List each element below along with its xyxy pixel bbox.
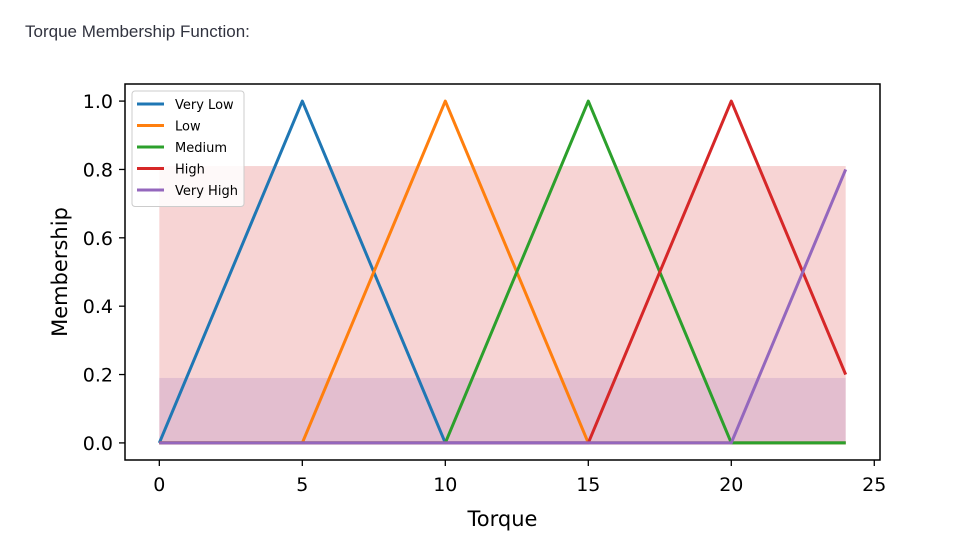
x-tick-label: 10 — [433, 474, 457, 496]
y-tick-label: 1.0 — [83, 91, 113, 113]
x-tick-label: 0 — [153, 474, 165, 496]
legend-box — [131, 90, 245, 207]
y-tick-label: 0.4 — [83, 296, 113, 318]
legend-label: High — [175, 163, 205, 178]
legend-label: Very Low — [175, 98, 234, 113]
chart-heading: Torque Membership Function: — [25, 22, 250, 41]
ticks-layer: 0 5 10 15 20 25 0.0 0.2 0.4 0.6 0.8 1.0 — [83, 91, 887, 496]
x-tick-label: 25 — [862, 474, 886, 496]
legend-label: Very High — [175, 184, 238, 199]
legend: Very Low Low Medium High Very High — [131, 90, 245, 207]
series-line-very-high — [159, 168, 848, 445]
y-tick-label: 0.6 — [83, 228, 113, 250]
series-layer — [157, 99, 848, 445]
y-tick-label: 0.2 — [83, 365, 113, 387]
legend-label: Medium — [175, 141, 227, 156]
fill-band-1 — [159, 377, 846, 443]
x-axis-label: Torque — [467, 507, 538, 531]
y-axis-label: Membership — [48, 207, 72, 337]
x-tick-label: 15 — [576, 474, 600, 496]
x-tick-label: 5 — [296, 474, 308, 496]
y-tick-label: 0.8 — [83, 159, 113, 181]
y-tick-label: 0.0 — [83, 433, 113, 455]
legend-label: Low — [175, 120, 201, 135]
plot-frame — [124, 83, 881, 461]
x-tick-label: 20 — [719, 474, 743, 496]
